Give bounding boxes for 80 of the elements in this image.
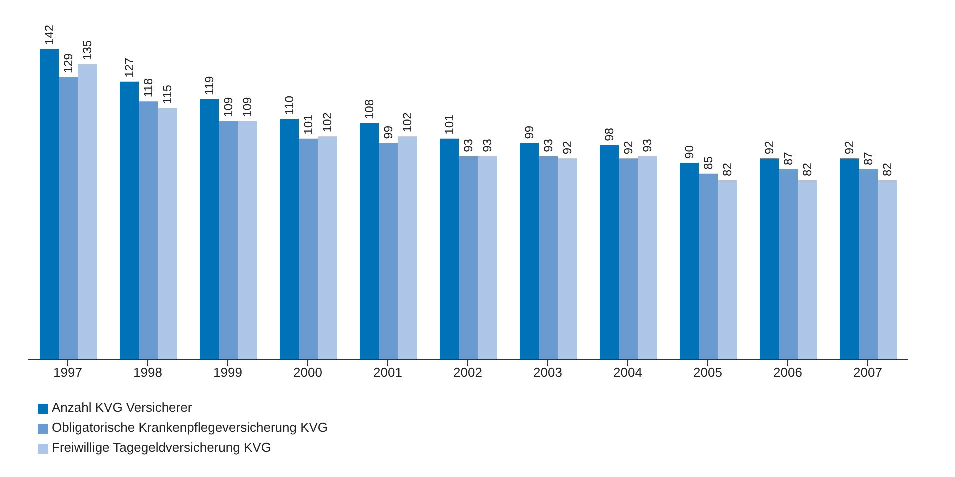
bar xyxy=(840,158,859,360)
bar xyxy=(459,156,478,360)
data-label: 93 xyxy=(462,138,476,152)
data-label: 101 xyxy=(442,114,456,135)
x-tick-label: 2007 xyxy=(854,365,882,380)
x-tick-label: 2001 xyxy=(374,365,402,380)
data-label: 102 xyxy=(400,112,414,133)
x-tick-label: 2002 xyxy=(454,365,482,380)
bar xyxy=(40,49,59,360)
data-label: 109 xyxy=(240,96,254,118)
data-label: 110 xyxy=(282,96,296,116)
bar xyxy=(718,180,737,360)
bar xyxy=(440,138,459,360)
bar xyxy=(558,158,577,360)
bar xyxy=(59,78,78,360)
data-label: 93 xyxy=(480,138,494,152)
bar xyxy=(360,124,379,360)
data-label: 118 xyxy=(142,78,156,98)
bar xyxy=(539,156,558,360)
bar xyxy=(280,119,299,360)
legend-label: Anzahl KVG Versicherer xyxy=(52,400,192,415)
bar xyxy=(200,99,219,360)
data-label: 87 xyxy=(862,152,876,166)
bar xyxy=(78,64,97,360)
legend-label: Obligatorische Krankenpflegeversicherung KVG xyxy=(52,420,328,435)
data-label: 99 xyxy=(382,126,396,140)
data-label: 102 xyxy=(320,112,334,133)
x-tick-label: 2006 xyxy=(774,365,802,380)
bar xyxy=(619,158,638,360)
data-label: 92 xyxy=(622,140,636,155)
bar xyxy=(318,136,337,360)
bar xyxy=(158,108,177,360)
data-label: 90 xyxy=(682,145,696,159)
x-tick-label: 2000 xyxy=(294,365,322,380)
bar xyxy=(238,121,257,360)
data-label: 92 xyxy=(842,140,856,155)
data-label: 101 xyxy=(302,114,316,135)
bar xyxy=(478,156,497,360)
bar xyxy=(798,180,817,360)
data-label: 93 xyxy=(542,138,556,152)
bar xyxy=(299,138,318,360)
bar xyxy=(638,156,657,360)
data-label: 119 xyxy=(202,76,216,96)
x-tick-label: 2003 xyxy=(534,365,562,380)
x-tick-label: 1998 xyxy=(134,365,162,380)
data-label: 127 xyxy=(122,58,136,78)
data-label: 82 xyxy=(720,162,734,176)
data-label: 129 xyxy=(62,53,76,74)
data-label: 92 xyxy=(762,140,776,155)
data-label: 87 xyxy=(782,152,796,166)
bar xyxy=(779,170,798,360)
legend-label: Freiwillige Tagegeldversicherung KVG xyxy=(52,440,272,455)
data-label: 99 xyxy=(522,126,536,140)
bar xyxy=(760,158,779,360)
data-label: 142 xyxy=(42,24,56,46)
bar xyxy=(600,145,619,360)
bar xyxy=(680,162,699,360)
x-tick-label: 1997 xyxy=(54,365,82,380)
data-label: 85 xyxy=(702,156,716,170)
bar xyxy=(699,174,718,360)
data-label: 82 xyxy=(800,162,814,176)
bar xyxy=(139,102,158,360)
x-tick-label: 2005 xyxy=(694,365,722,380)
data-label: 115 xyxy=(160,84,174,104)
data-label: 135 xyxy=(80,40,94,60)
data-label: 93 xyxy=(640,138,654,152)
bar xyxy=(379,143,398,360)
x-tick-label: 2004 xyxy=(614,365,642,380)
data-label: 108 xyxy=(362,99,376,120)
bar xyxy=(878,180,897,360)
data-label: 82 xyxy=(880,162,894,176)
bar xyxy=(520,143,539,360)
data-label: 92 xyxy=(560,140,574,155)
data-label: 98 xyxy=(602,128,616,142)
bar xyxy=(859,170,878,360)
x-tick-label: 1999 xyxy=(214,365,242,380)
bar xyxy=(120,82,139,360)
data-label: 109 xyxy=(222,96,236,118)
bar xyxy=(398,136,417,360)
bar xyxy=(219,121,238,360)
